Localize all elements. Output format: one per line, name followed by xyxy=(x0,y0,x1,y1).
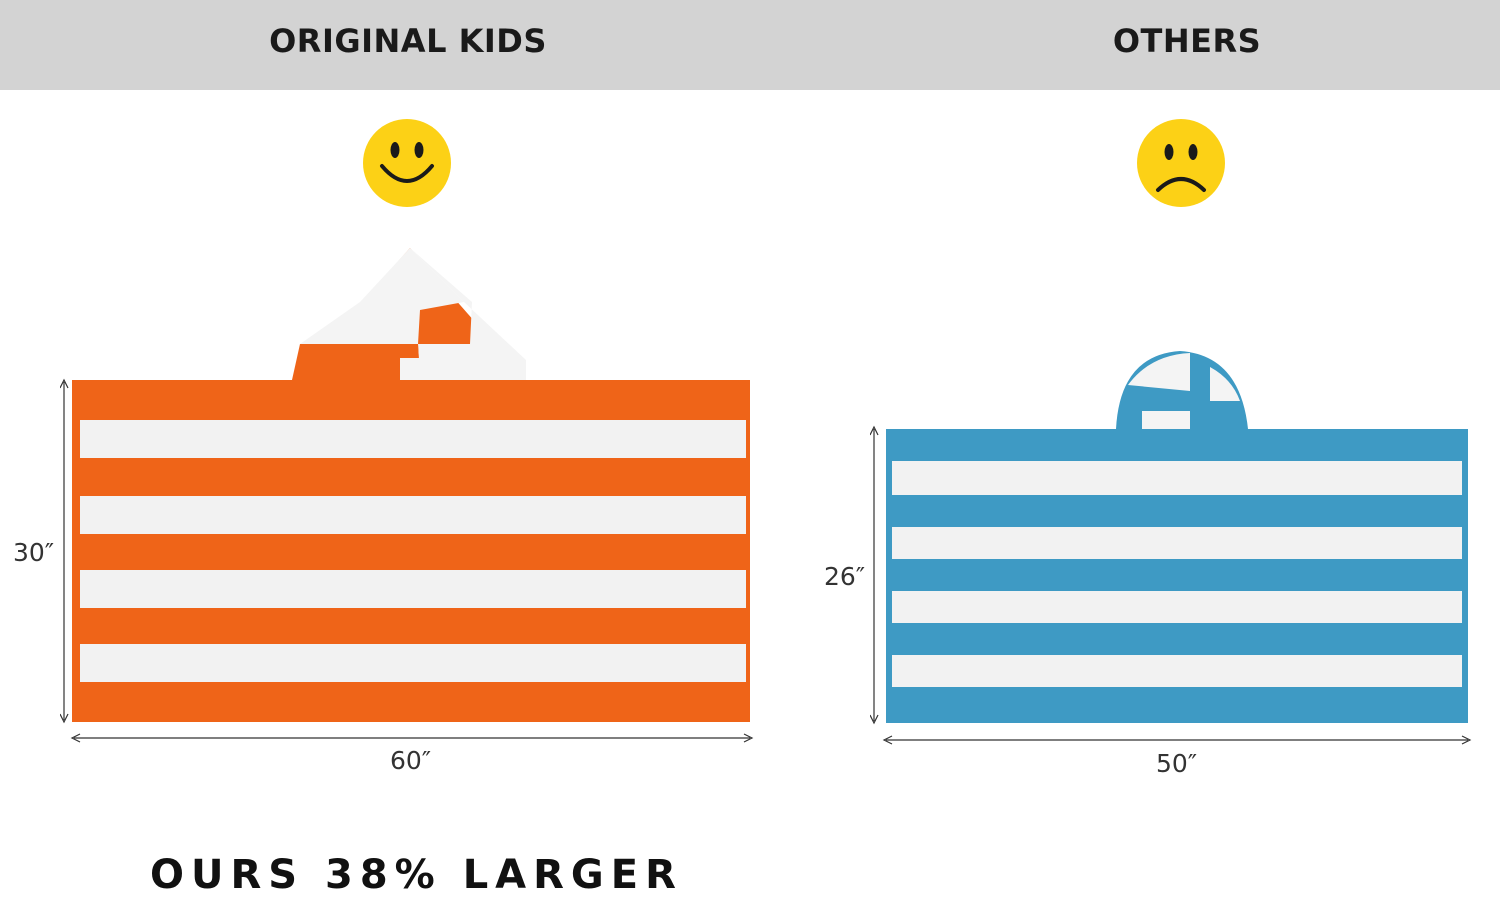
others-title: OTHERS xyxy=(1112,22,1262,60)
comparison-header: ORIGINAL KIDS OTHERS xyxy=(0,0,1500,90)
towel-hood xyxy=(1116,351,1248,429)
orange-height-label: 30″ xyxy=(13,538,55,567)
blue-height-label: 26″ xyxy=(824,562,866,591)
smiley-face-icon xyxy=(362,118,452,208)
original-kids-title: ORIGINAL KIDS xyxy=(269,22,547,60)
orange-hooded-towel xyxy=(60,240,760,750)
sad-face-icon xyxy=(1136,118,1226,208)
blue-hooded-towel xyxy=(870,345,1480,750)
blue-width-label: 50″ xyxy=(1156,749,1198,778)
size-comparison-claim: OURS 38% LARGER xyxy=(150,852,683,898)
towel-hood xyxy=(292,248,526,380)
orange-width-label: 60″ xyxy=(390,746,432,775)
